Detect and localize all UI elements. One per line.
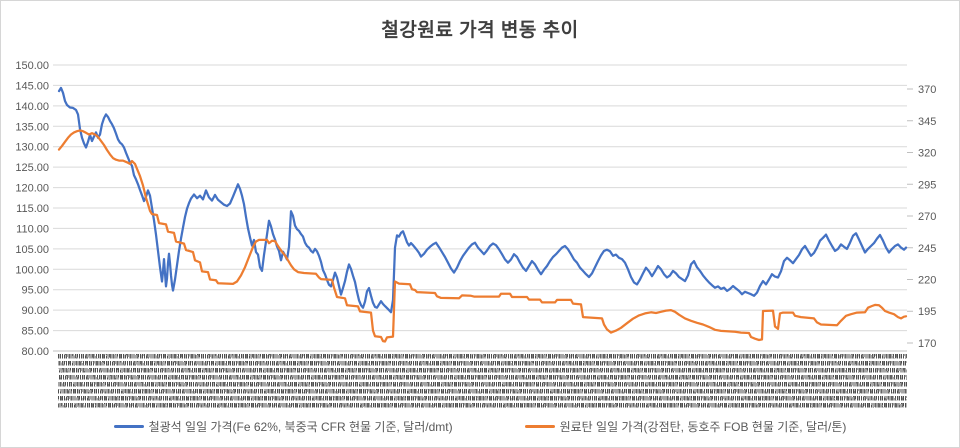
- left-axis-tick-label: 115.00: [16, 203, 49, 215]
- left-axis-tick-label: 150.00: [15, 60, 49, 72]
- left-axis-tick-label: 140.00: [15, 101, 49, 113]
- right-axis-tick-label: 295: [918, 179, 936, 191]
- left-axis-tick-label: 125.00: [15, 162, 49, 174]
- left-axis-tick-label: 130.00: [15, 142, 49, 154]
- left-axis-tick-label: 95.00: [21, 285, 49, 297]
- coking-coal-legend-marker-icon: [524, 425, 555, 428]
- right-axis-tick-label: 220: [918, 275, 936, 287]
- right-axis-tick-label: 245: [918, 243, 936, 255]
- coking-coal-legend-label: 원료탄 일일 가격(강점탄, 동호주 FOB 현물 기준, 달러/톤): [559, 420, 847, 434]
- left-axis-tick-label: 110.00: [16, 223, 49, 235]
- left-axis-tick-label: 100.00: [15, 264, 49, 276]
- left-axis-tick-label: 105.00: [15, 244, 49, 256]
- right-axis-tick-label: 270: [918, 211, 936, 223]
- x-axis-date-labels: [58, 354, 907, 409]
- iron-ore-legend-label: 철광석 일일 가격(Fe 62%, 북중국 CFR 현물 기준, 달러/dmt): [148, 420, 453, 434]
- left-axis-tick-label: 85.00: [21, 326, 49, 338]
- legend-item-coking-coal[interactable]: 원료탄 일일 가격(강점탄, 동호주 FOB 현물 기준, 달러/톤): [524, 418, 847, 435]
- legend-item-iron-ore[interactable]: 철광석 일일 가격(Fe 62%, 북중국 CFR 현물 기준, 달러/dmt): [113, 418, 453, 435]
- right-axis-tick-label: 345: [918, 116, 936, 128]
- right-axis-tick-label: 370: [918, 84, 936, 96]
- left-axis-tick-label: 145.00: [15, 80, 49, 92]
- legend: 철광석 일일 가격(Fe 62%, 북중국 CFR 현물 기준, 달러/dmt)…: [1, 418, 959, 435]
- left-axis-tick-label: 80.00: [21, 346, 49, 358]
- coking-coal-price-line[interactable]: [57, 129, 908, 343]
- left-axis-tick-label: 135.00: [15, 121, 49, 133]
- right-axis-tick-label: 170: [918, 338, 936, 350]
- chart-title: 철강원료 가격 변동 추이: [381, 20, 579, 41]
- right-axis-tick-label: 320: [918, 148, 936, 160]
- iron-ore-legend-marker-icon: [113, 425, 144, 428]
- right-axis-tick-label: 195: [918, 306, 936, 318]
- left-axis-tick-label: 120.00: [15, 183, 49, 195]
- iron-ore-price-line[interactable]: [57, 86, 908, 314]
- left-axis-tick-label: 90.00: [21, 305, 49, 317]
